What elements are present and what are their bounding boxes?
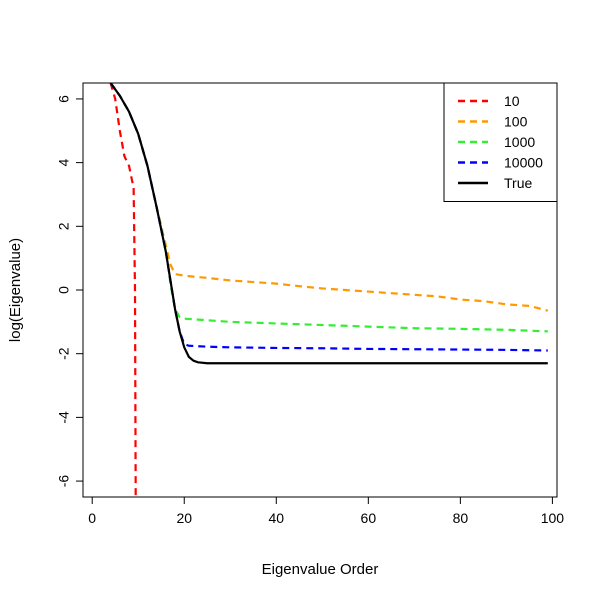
y-tick-label: 0: [56, 286, 72, 294]
series-line-true: [109, 83, 548, 365]
y-axis-title: log(Eigenvalue): [7, 238, 24, 342]
x-tick-label: 20: [176, 510, 192, 526]
axes-layer: 0 20 40 60 80 100 -6 -4 -2 0 2 4 6: [56, 95, 565, 526]
series-line-100: [109, 83, 549, 312]
legend-label-100: 100: [504, 114, 528, 130]
y-tick-label: -2: [56, 347, 72, 360]
legend-label-10: 10: [504, 93, 520, 109]
legend-label-1000: 1000: [504, 134, 535, 150]
x-tick-label: 100: [541, 510, 565, 526]
legend-label-true: True: [504, 175, 532, 191]
x-tick-label: 0: [88, 510, 96, 526]
x-tick-label: 60: [361, 510, 377, 526]
y-tick-label: 2: [56, 222, 72, 230]
y-tick-label: 6: [56, 95, 72, 103]
y-tick-label: -4: [56, 411, 72, 424]
x-axis-title: Eigenvalue Order: [262, 561, 379, 578]
y-tick-label: 4: [56, 159, 72, 167]
x-tick-label: 40: [268, 510, 284, 526]
series-layer: [109, 83, 549, 497]
legend: 10 100 1000 10000 True: [443, 82, 558, 202]
series-line-10: [109, 83, 137, 497]
y-tick-label: -6: [56, 475, 72, 488]
x-tick-label: 80: [453, 510, 469, 526]
legend-label-10000: 10000: [504, 155, 543, 171]
